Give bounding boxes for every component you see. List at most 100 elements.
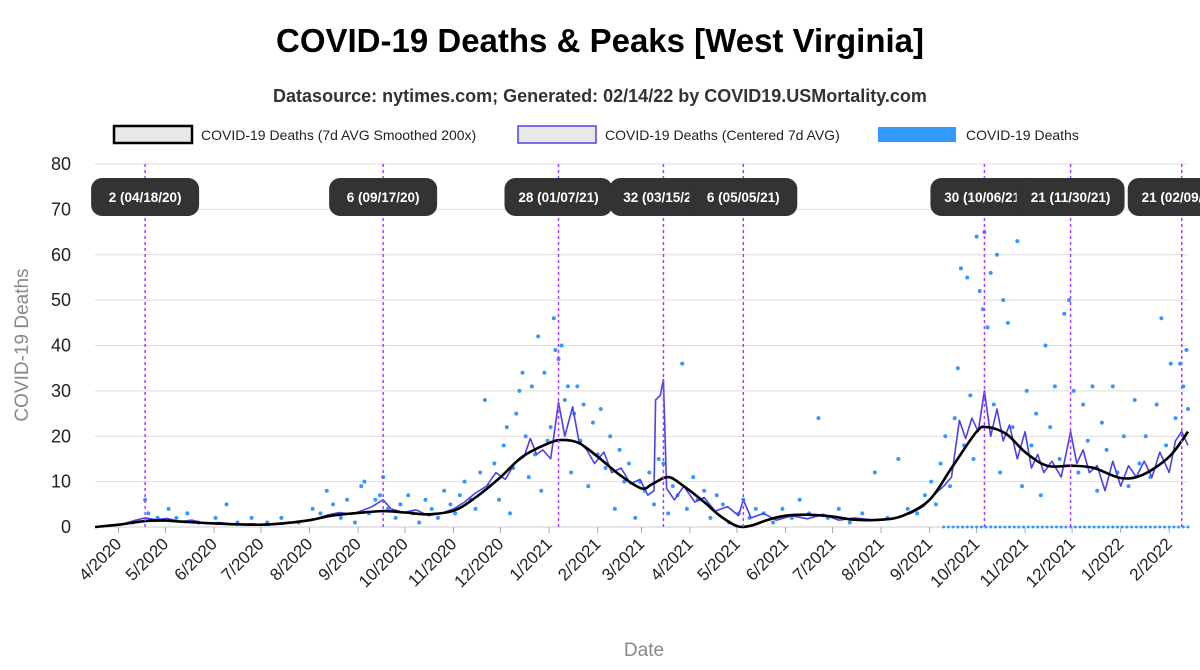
data-point — [1020, 484, 1025, 489]
data-point — [569, 470, 574, 475]
x-tick-label: 8/2020 — [266, 534, 316, 584]
data-point — [553, 348, 558, 353]
data-point-zero — [1148, 525, 1152, 529]
y-tick-label: 70 — [51, 199, 71, 219]
x-tick-label: 11/2021 — [976, 534, 1032, 590]
data-point — [1048, 425, 1053, 430]
data-point — [1066, 298, 1071, 303]
data-point — [1104, 447, 1109, 452]
x-axis: 4/20205/20206/20207/20208/20209/202010/2… — [75, 526, 1188, 591]
data-point — [393, 515, 398, 520]
data-point — [955, 366, 960, 371]
data-point — [556, 357, 561, 362]
data-point — [501, 443, 506, 448]
data-point-zero — [998, 525, 1002, 529]
data-point-zero — [1130, 525, 1134, 529]
data-point — [249, 515, 254, 520]
x-tick-label: 4/2021 — [647, 534, 697, 584]
data-point — [406, 493, 411, 498]
peak-label-box — [329, 178, 438, 216]
data-point-zero — [1026, 525, 1030, 529]
data-point — [504, 425, 509, 430]
data-point — [797, 497, 802, 502]
peak-label: 6 (09/17/20) — [347, 190, 420, 205]
data-point-zero — [956, 525, 960, 529]
data-point — [520, 370, 525, 375]
data-point-zero — [1087, 525, 1091, 529]
peak-label: 6 (05/05/21) — [707, 190, 780, 205]
data-point — [377, 493, 382, 498]
data-point-zero — [1101, 525, 1105, 529]
data-point — [998, 470, 1003, 475]
data-point — [1137, 461, 1142, 466]
data-point — [714, 493, 719, 498]
data-point — [952, 416, 957, 421]
x-tick-label: 10/2020 — [355, 534, 412, 591]
x-tick-label: 5/2020 — [122, 534, 172, 584]
data-point — [213, 515, 218, 520]
data-point — [1001, 298, 1006, 303]
peak-markers: 2 (04/18/20) 6 (09/17/20) 28 (01/07/21) 32 … — [91, 164, 1200, 527]
data-point — [373, 497, 378, 502]
data-point-zero — [1181, 525, 1185, 529]
data-point-zero — [1144, 525, 1148, 529]
data-point — [915, 511, 920, 516]
data-point-zero — [946, 525, 950, 529]
data-point — [905, 506, 910, 511]
y-tick-label: 10 — [51, 472, 71, 492]
data-point — [922, 493, 927, 498]
data-point-zero — [1073, 525, 1077, 529]
x-tick-label: 11/2020 — [404, 534, 460, 590]
data-point — [581, 402, 586, 407]
data-point — [526, 475, 531, 480]
data-point — [1173, 416, 1178, 421]
y-tick-label: 50 — [51, 290, 71, 310]
data-point — [947, 484, 952, 489]
data-point — [1034, 411, 1039, 416]
data-point — [462, 479, 467, 484]
series-line-smoothed — [94, 425, 1190, 529]
data-point — [539, 488, 544, 493]
x-tick-label: 8/2021 — [838, 534, 888, 584]
centered-avg-series — [94, 378, 1189, 528]
data-point — [789, 515, 794, 520]
data-point-zero — [1139, 525, 1143, 529]
data-point — [492, 461, 497, 466]
data-point — [1095, 488, 1100, 493]
data-point — [185, 511, 190, 516]
data-point-zero — [965, 525, 969, 529]
data-point — [1052, 384, 1057, 389]
data-point-zero — [1177, 525, 1181, 529]
data-point — [661, 461, 666, 466]
data-point — [324, 488, 329, 493]
x-tick-label: 6/2021 — [742, 534, 792, 584]
data-point — [551, 316, 556, 321]
peak-label: 2 (04/18/20) — [109, 190, 182, 205]
data-point — [691, 475, 696, 480]
data-point — [720, 502, 725, 507]
data-point — [938, 461, 943, 466]
data-point — [1057, 456, 1062, 461]
data-point — [872, 470, 877, 475]
x-tick-label: 10/2021 — [927, 534, 984, 591]
peak-label: 21 (02/09/22) — [1142, 190, 1200, 205]
y-tick-label: 0 — [61, 517, 71, 537]
data-point — [586, 484, 591, 489]
data-point-zero — [1125, 525, 1129, 529]
data-point — [514, 411, 519, 416]
data-point — [965, 275, 970, 280]
chart-title: COVID-19 Deaths & Peaks [West Virginia] — [276, 22, 924, 59]
data-point — [977, 289, 982, 294]
peak-label-box — [91, 178, 200, 216]
data-point — [517, 388, 522, 393]
x-tick-label: 6/2020 — [171, 534, 221, 584]
data-point — [417, 520, 422, 525]
data-point — [279, 515, 284, 520]
data-point — [482, 397, 487, 402]
x-tick-label: 7/2021 — [789, 534, 839, 584]
data-point — [478, 470, 483, 475]
data-point — [545, 438, 550, 443]
x-tick-label: 2/2022 — [1126, 534, 1176, 584]
data-point-zero — [1092, 525, 1096, 529]
data-point-zero — [942, 525, 946, 529]
